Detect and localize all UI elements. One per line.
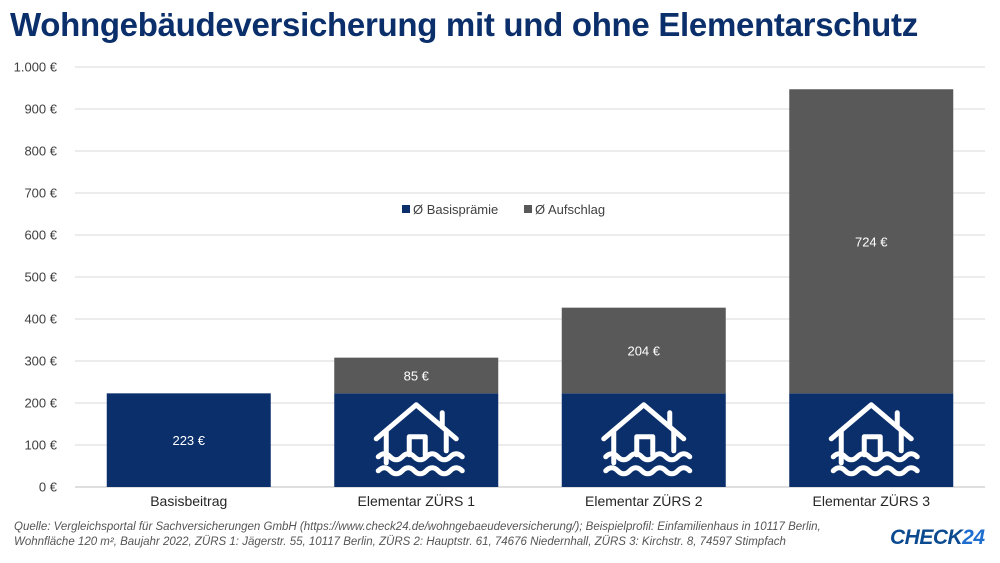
legend-label: Ø Aufschlag	[535, 202, 605, 217]
chart-title: Wohngebäudeversicherung mit und ohne Ele…	[10, 6, 918, 43]
y-tick-label: 700 €	[24, 186, 57, 201]
flooded-house-icon	[601, 402, 693, 477]
y-tick-label: 400 €	[24, 312, 57, 327]
data-label: 223 €	[172, 433, 205, 448]
y-tick-label: 900 €	[24, 102, 57, 117]
x-tick-label: Elementar ZÜRS 2	[585, 492, 703, 509]
bar-surcharge	[561, 307, 726, 394]
bar-surcharge	[334, 357, 499, 394]
data-label: 204 €	[627, 344, 660, 359]
y-tick-label: 0 €	[39, 480, 58, 495]
y-tick-label: 100 €	[24, 438, 57, 453]
flooded-house-icon	[828, 402, 920, 477]
y-tick-label: 600 €	[24, 228, 57, 243]
y-tick-label: 200 €	[24, 396, 57, 411]
legend-swatch	[524, 205, 532, 213]
flooded-house-icon	[373, 402, 465, 477]
x-tick-label: Basisbeitrag	[150, 493, 227, 509]
data-label: 85 €	[404, 368, 430, 383]
y-tick-label: 800 €	[24, 144, 57, 159]
legend-swatch	[402, 205, 410, 213]
y-tick-label: 1.000 €	[14, 60, 58, 75]
bar-base	[106, 393, 271, 487]
y-tick-label: 300 €	[24, 354, 57, 369]
legend-label: Ø Basisprämie	[413, 202, 498, 217]
source-note: Quelle: Vergleichsportal für Sachversich…	[14, 521, 821, 548]
check24-logo: CHECK24	[890, 526, 985, 549]
data-label: 724 €	[855, 234, 888, 249]
x-tick-label: Elementar ZÜRS 3	[813, 492, 931, 509]
y-tick-label: 500 €	[24, 270, 57, 285]
bar-surcharge	[789, 89, 954, 394]
x-tick-label: Elementar ZÜRS 1	[358, 492, 476, 509]
